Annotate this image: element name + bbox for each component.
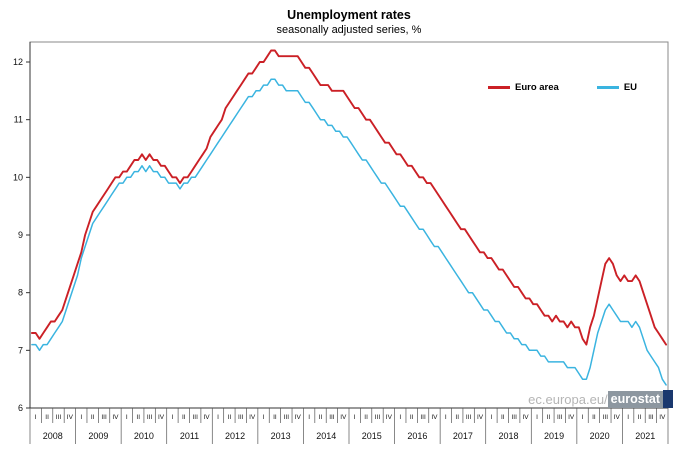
svg-text:II: II (319, 414, 323, 421)
legend-label-euro-area: Euro area (515, 82, 559, 93)
legend-swatch-euro-area (488, 86, 510, 89)
svg-text:II: II (364, 414, 368, 421)
chart-legend: Euro area EU (488, 82, 637, 93)
svg-text:IV: IV (340, 414, 347, 421)
svg-text:III: III (329, 414, 335, 421)
svg-text:9: 9 (18, 230, 23, 240)
svg-text:II: II (592, 414, 596, 421)
svg-text:7: 7 (18, 345, 23, 355)
svg-text:2019: 2019 (544, 431, 564, 441)
svg-text:IV: IV (477, 414, 484, 421)
svg-text:2009: 2009 (88, 431, 108, 441)
eurostat-watermark: ec.europa.eu/ eurostat (528, 390, 673, 408)
svg-text:IV: IV (523, 414, 530, 421)
svg-text:2017: 2017 (453, 431, 473, 441)
svg-text:IV: IV (204, 414, 211, 421)
svg-text:2016: 2016 (407, 431, 427, 441)
watermark-url-text: ec.europa.eu/ (528, 391, 608, 407)
svg-text:6: 6 (18, 403, 23, 413)
svg-text:I: I (80, 414, 82, 421)
svg-text:II: II (136, 414, 140, 421)
svg-text:II: II (638, 414, 642, 421)
svg-text:III: III (56, 414, 62, 421)
svg-text:I: I (126, 414, 128, 421)
svg-text:11: 11 (14, 115, 23, 125)
eurostat-logo-text: eurostat (607, 390, 663, 408)
svg-text:2008: 2008 (43, 431, 63, 441)
legend-label-eu: EU (623, 82, 638, 93)
svg-text:2015: 2015 (362, 431, 382, 441)
svg-text:2018: 2018 (498, 431, 518, 441)
svg-text:12: 12 (13, 57, 23, 67)
svg-text:IV: IV (659, 414, 666, 421)
svg-text:2020: 2020 (590, 431, 610, 441)
svg-text:I: I (263, 414, 265, 421)
svg-text:IV: IV (295, 414, 302, 421)
svg-text:III: III (238, 414, 244, 421)
svg-text:II: II (501, 414, 505, 421)
svg-text:II: II (410, 414, 414, 421)
svg-text:II: II (455, 414, 459, 421)
svg-text:II: II (45, 414, 49, 421)
chart-subtitle: seasonally adjusted series, % (276, 23, 422, 36)
svg-text:I: I (536, 414, 538, 421)
svg-text:8: 8 (18, 288, 23, 298)
svg-text:II: II (228, 414, 232, 421)
svg-text:I: I (582, 414, 584, 421)
svg-text:IV: IV (614, 414, 621, 421)
svg-text:I: I (308, 414, 310, 421)
svg-text:III: III (466, 414, 472, 421)
svg-text:I: I (354, 414, 356, 421)
svg-text:III: III (375, 414, 381, 421)
legend-item-euro-area: Euro area (488, 82, 559, 93)
legend-item-eu: EU (596, 82, 638, 93)
svg-text:II: II (91, 414, 95, 421)
svg-text:II: II (182, 414, 186, 421)
svg-text:I: I (627, 414, 629, 421)
svg-text:2012: 2012 (225, 431, 245, 441)
eurostat-logo-flag-icon (663, 390, 673, 408)
svg-text:III: III (511, 414, 517, 421)
title-block: Unemployment rates seasonally adjusted s… (30, 8, 668, 37)
svg-text:IV: IV (431, 414, 438, 421)
svg-text:III: III (648, 414, 654, 421)
svg-text:I: I (399, 414, 401, 421)
svg-text:III: III (420, 414, 426, 421)
svg-text:2011: 2011 (180, 431, 199, 441)
svg-text:I: I (172, 414, 174, 421)
svg-text:I: I (35, 414, 37, 421)
svg-text:IV: IV (249, 414, 256, 421)
svg-text:2014: 2014 (316, 431, 336, 441)
svg-text:IV: IV (67, 414, 74, 421)
svg-text:III: III (284, 414, 290, 421)
svg-text:II: II (547, 414, 551, 421)
svg-text:III: III (557, 414, 563, 421)
svg-text:2010: 2010 (134, 431, 154, 441)
svg-text:III: III (101, 414, 107, 421)
svg-text:IV: IV (112, 414, 119, 421)
legend-swatch-eu (596, 86, 619, 89)
svg-text:IV: IV (158, 414, 165, 421)
svg-text:III: III (603, 414, 609, 421)
svg-text:III: III (147, 414, 153, 421)
svg-text:I: I (491, 414, 493, 421)
svg-text:2013: 2013 (271, 431, 291, 441)
svg-text:I: I (445, 414, 447, 421)
svg-text:III: III (192, 414, 198, 421)
chart-title: Unemployment rates (287, 8, 411, 22)
svg-text:IV: IV (386, 414, 393, 421)
svg-text:2021: 2021 (635, 431, 655, 441)
svg-text:10: 10 (13, 172, 23, 182)
svg-text:IV: IV (568, 414, 575, 421)
svg-text:I: I (217, 414, 219, 421)
svg-text:II: II (273, 414, 277, 421)
